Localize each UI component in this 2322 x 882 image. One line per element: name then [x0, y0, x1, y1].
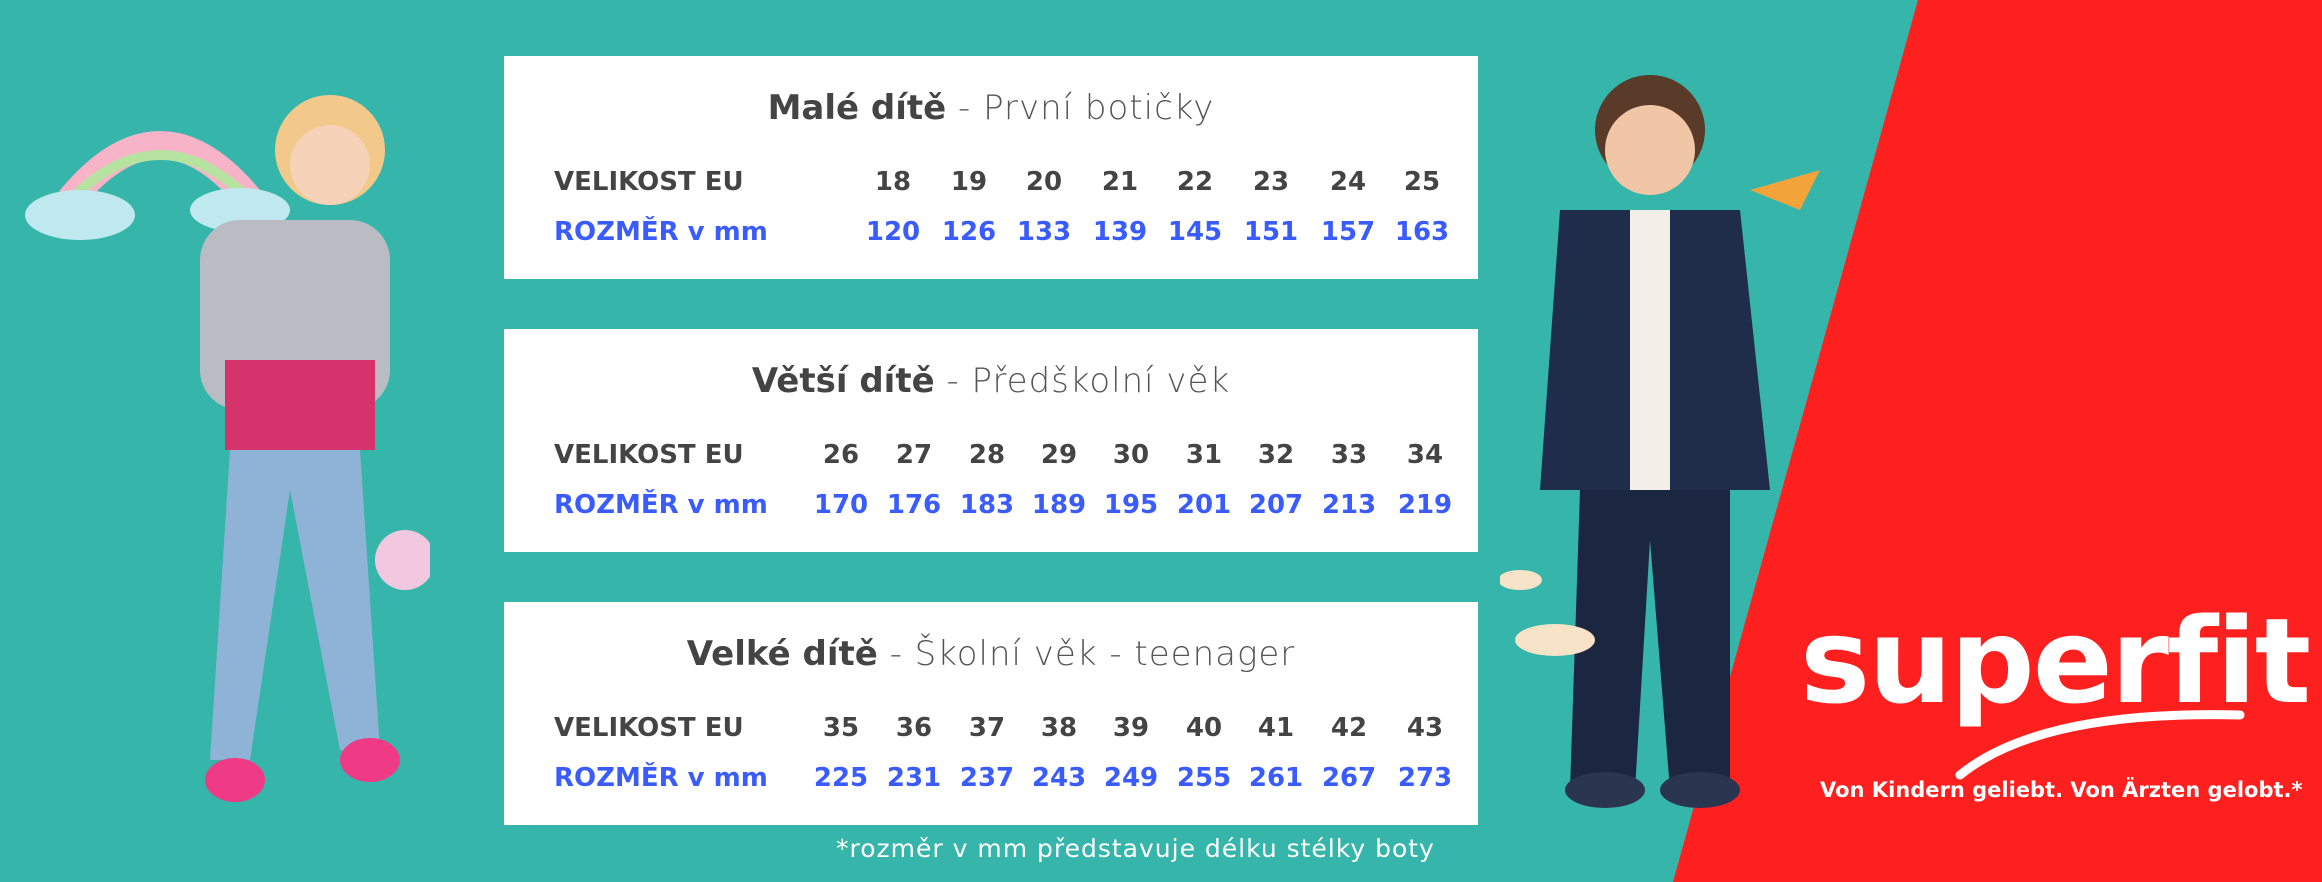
mm-cell: 145 — [1167, 217, 1223, 247]
row-label: VELIKOST EU — [554, 713, 744, 743]
title-bold: Větší dítě — [751, 361, 935, 401]
mm-cell: 231 — [886, 763, 942, 793]
mm-cell: 267 — [1321, 763, 1377, 793]
eu-size-cell: 38 — [1040, 713, 1078, 743]
girl-photo — [25, 95, 430, 802]
eu-size-cell: 29 — [1040, 440, 1078, 470]
mm-cell: 219 — [1397, 490, 1453, 520]
mm-cell: 207 — [1248, 490, 1304, 520]
row-label: VELIKOST EU — [554, 440, 744, 470]
eu-size-cell: 21 — [1101, 167, 1139, 197]
eu-size-cell: 31 — [1185, 440, 1223, 470]
table-title: Velké dítě - Školní věk - teenager — [504, 634, 1478, 674]
title-subtitle: - První botičky — [946, 88, 1215, 128]
eu-size-cell: 19 — [950, 167, 988, 197]
title-subtitle: - Předškolní věk — [934, 361, 1231, 401]
eu-size-cell: 42 — [1330, 713, 1368, 743]
eu-size-cell: 28 — [968, 440, 1006, 470]
mm-cell: 261 — [1248, 763, 1304, 793]
row-label: VELIKOST EU — [554, 167, 744, 197]
mm-cell: 151 — [1243, 217, 1299, 247]
size-table-small-child: Malé dítě - První botičky VELIKOST EU 18 1… — [504, 56, 1478, 279]
mm-cell: 237 — [959, 763, 1015, 793]
logo-wordmark: superfit — [1800, 592, 2311, 730]
logo-swoosh-icon — [1955, 710, 2245, 780]
mm-row: ROZMĚR v mm 170 176 183 189 195 201 207 213 219 — [554, 490, 1452, 526]
eu-size-cell: 36 — [895, 713, 933, 743]
row-label: ROZMĚR v mm — [554, 217, 768, 247]
title-subtitle: - Školní věk - teenager — [877, 634, 1296, 674]
eu-size-row: VELIKOST EU 18 19 20 21 22 23 24 25 — [554, 167, 1448, 203]
mm-cell: 170 — [813, 490, 869, 520]
eu-size-cell: 40 — [1185, 713, 1223, 743]
superfit-logo: superfit — [1800, 590, 2311, 780]
mm-cell: 243 — [1031, 763, 1087, 793]
boy-photo — [1500, 75, 1820, 808]
mm-cell: 201 — [1176, 490, 1232, 520]
eu-size-row: VELIKOST EU 26 27 28 29 30 31 32 33 34 — [554, 440, 1448, 476]
mm-row: ROZMĚR v mm 225 231 237 243 249 255 261 267 273 — [554, 763, 1452, 799]
brand-tagline: Von Kindern geliebt. Von Ärzten gelobt.* — [1820, 778, 2303, 802]
eu-size-cell: 39 — [1112, 713, 1150, 743]
eu-size-cell: 41 — [1257, 713, 1295, 743]
mm-cell: 120 — [865, 217, 921, 247]
size-table-big-child: Velké dítě - Školní věk - teenager VELIK… — [504, 602, 1478, 825]
table-title: Větší dítě - Předškolní věk — [504, 361, 1478, 401]
mm-cell: 163 — [1394, 217, 1450, 247]
mm-cell: 273 — [1397, 763, 1453, 793]
mm-row: ROZMĚR v mm 120 126 133 139 145 151 157 163 — [554, 217, 1449, 253]
mm-cell: 195 — [1103, 490, 1159, 520]
table-title: Malé dítě - První botičky — [504, 88, 1478, 128]
eu-size-cell: 26 — [822, 440, 860, 470]
eu-size-cell: 34 — [1406, 440, 1444, 470]
row-label: ROZMĚR v mm — [554, 490, 768, 520]
mm-cell: 157 — [1320, 217, 1376, 247]
footnote: *rozměr v mm představuje délku stélky bo… — [836, 834, 1435, 863]
mm-cell: 139 — [1092, 217, 1148, 247]
mm-cell: 176 — [886, 490, 942, 520]
eu-size-cell: 30 — [1112, 440, 1150, 470]
eu-size-cell: 22 — [1176, 167, 1214, 197]
mm-cell: 225 — [813, 763, 869, 793]
eu-size-cell: 43 — [1406, 713, 1444, 743]
mm-cell: 213 — [1321, 490, 1377, 520]
mm-cell: 189 — [1031, 490, 1087, 520]
eu-size-cell: 27 — [895, 440, 933, 470]
mm-cell: 126 — [941, 217, 997, 247]
mm-cell: 249 — [1103, 763, 1159, 793]
title-bold: Malé dítě — [767, 88, 947, 128]
size-table-bigger-child: Větší dítě - Předškolní věk VELIKOST EU 2… — [504, 329, 1478, 552]
eu-size-cell: 23 — [1252, 167, 1290, 197]
eu-size-cell: 32 — [1257, 440, 1295, 470]
title-bold: Velké dítě — [686, 634, 878, 674]
eu-size-cell: 35 — [822, 713, 860, 743]
mm-cell: 255 — [1176, 763, 1232, 793]
mm-cell: 133 — [1016, 217, 1072, 247]
eu-size-row: VELIKOST EU 35 36 37 38 39 40 41 42 43 — [554, 713, 1448, 749]
eu-size-cell: 25 — [1403, 167, 1441, 197]
eu-size-cell: 33 — [1330, 440, 1368, 470]
row-label: ROZMĚR v mm — [554, 763, 768, 793]
mm-cell: 183 — [959, 490, 1015, 520]
eu-size-cell: 20 — [1025, 167, 1063, 197]
eu-size-cell: 24 — [1329, 167, 1367, 197]
eu-size-cell: 37 — [968, 713, 1006, 743]
eu-size-cell: 18 — [874, 167, 912, 197]
